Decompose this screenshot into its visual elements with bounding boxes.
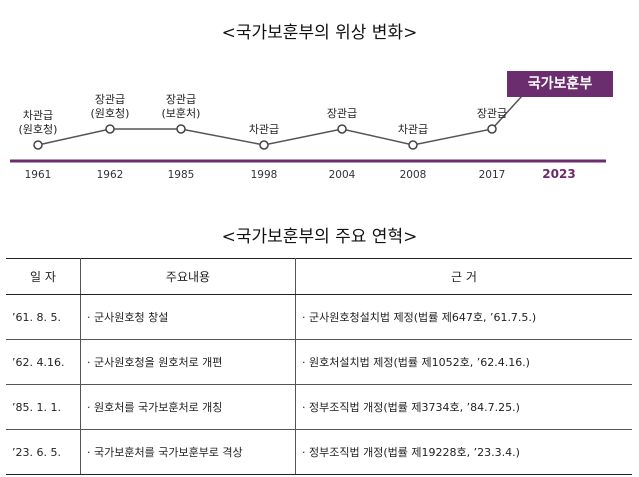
table-row: ’62. 4.16. · 군사원호청을 원호처로 개편 · 원호처설치법 제정(…: [6, 339, 632, 385]
timeline-marker: [176, 124, 186, 134]
row-date: ’23. 6. 5.: [6, 429, 81, 475]
header-content: 주요내용: [80, 258, 296, 295]
timeline-year-label: 1961: [24, 169, 52, 181]
row-basis: · 정부조직법 개정(법률 제3734호, ’84.7.25.): [295, 384, 632, 430]
timeline-point-label: 차관급: [397, 123, 429, 136]
timeline-marker: [487, 124, 497, 134]
table-row: ’23. 6. 5. · 국가보훈처를 국가보훈부로 격상 · 정부조직법 개정…: [6, 429, 632, 475]
status-change-title: <국가보훈부의 위상 변화>: [221, 23, 418, 43]
timeline-line: [37, 95, 523, 146]
timeline-year-label: 1985: [167, 169, 195, 181]
history-title: <국가보훈부의 주요 연혁>: [221, 227, 418, 247]
timeline-point-label: 장관급 (보훈처): [161, 93, 201, 120]
timeline-year-label: 2004: [328, 169, 356, 181]
header-basis: 근 거: [295, 258, 632, 295]
timeline-point-label: 장관급: [326, 107, 358, 120]
table-row: ’61. 8. 5. · 군사원호청 창설 · 군사원호청설치법 제정(법률 제…: [6, 294, 632, 340]
timeline-point-label: 장관급: [476, 107, 508, 120]
timeline-marker: [408, 140, 418, 150]
timeline-chart: [10, 95, 606, 163]
table-header-row: 일 자 주요내용 근 거: [6, 258, 632, 295]
row-basis: · 군사원호청설치법 제정(법률 제647호, ’61.7.5.): [295, 294, 632, 340]
timeline-point-label: 장관급 (원호청): [90, 93, 130, 120]
table-row: ’85. 1. 1. · 원호처를 국가보훈처로 개칭 · 정부조직법 개정(법…: [6, 384, 632, 430]
timeline-marker: [33, 140, 43, 150]
timeline-point-label: 차관급: [248, 123, 280, 136]
timeline-year-label: 1962: [96, 169, 124, 181]
status-timeline: 국가보훈부 2023 차관급 (원호청) 1961 장관급 (원호청) 1962 장관급…: [0, 55, 639, 195]
timeline-marker: [259, 140, 269, 150]
row-date: ’61. 8. 5.: [6, 294, 81, 340]
row-date: ’85. 1. 1.: [6, 384, 81, 430]
row-basis: · 정부조직법 개정(법률 제19228호, ’23.3.4.): [295, 429, 632, 475]
row-content: · 원호처를 국가보훈처로 개칭: [80, 384, 296, 430]
timeline-year-label: 2017: [478, 169, 506, 181]
timeline-year-label: 2008: [399, 169, 427, 181]
current-status-badge: 국가보훈부: [507, 71, 613, 97]
timeline-year-label: 1998: [250, 169, 278, 181]
header-date: 일 자: [6, 258, 81, 295]
row-content: · 국가보훈처를 국가보훈부로 격상: [80, 429, 296, 475]
row-basis: · 원호처설치법 제정(법률 제1052호, ’62.4.16.): [295, 339, 632, 385]
row-date: ’62. 4.16.: [6, 339, 81, 385]
history-table: 일 자 주요내용 근 거 ’61. 8. 5. · 군사원호청 창설 · 군사원…: [6, 258, 632, 475]
row-content: · 군사원호청을 원호처로 개편: [80, 339, 296, 385]
row-content: · 군사원호청 창설: [80, 294, 296, 340]
timeline-marker: [105, 124, 115, 134]
timeline-point-label: 차관급 (원호청): [18, 109, 58, 136]
timeline-marker: [337, 124, 347, 134]
timeline-year-current: 2023: [542, 167, 576, 181]
